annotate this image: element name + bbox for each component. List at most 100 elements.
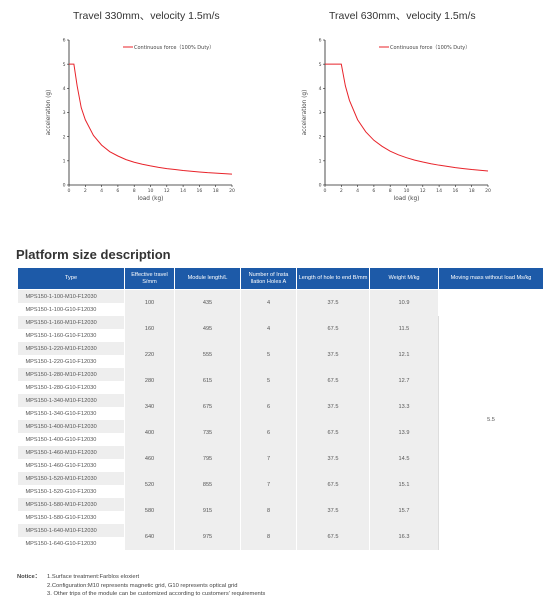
cell-module-length: 675 xyxy=(174,394,241,420)
cell-effective-travel: 100 xyxy=(124,289,175,316)
cell-type: MPS150-1-100-M10-F12030 xyxy=(17,289,125,303)
cell-type: MPS150-1-160-M10-F12030 xyxy=(17,316,125,329)
cell-hole-to-end: 67.5 xyxy=(296,524,370,550)
table-row: MPS150-1-640-M10-F12030 640 975 8 67.5 16.3 xyxy=(17,524,544,550)
header-type: Type xyxy=(17,267,125,290)
x-tick-label: 18 xyxy=(213,188,219,194)
y-tick-label: 3 xyxy=(319,110,322,116)
x-tick-label: 6 xyxy=(372,188,375,194)
cell-effective-travel: 280 xyxy=(124,368,175,394)
cell-type: MPS150-1-340-M10-F12030 xyxy=(17,394,125,407)
cell-module-length: 975 xyxy=(174,524,241,550)
legend-label: Continuous force（100% Duty） xyxy=(134,45,214,51)
notice-line: 1.Surface treatment:Farblos eloxiert xyxy=(47,574,140,580)
cell-effective-travel: 520 xyxy=(124,472,175,498)
header-hole-to-end: Length of hole to end B/mm xyxy=(296,267,370,290)
x-tick-label: 2 xyxy=(84,188,87,194)
cell-type: MPS150-1-280-G10-F12030 xyxy=(17,381,125,394)
cell-type: MPS150-1-640-G10-F12030 xyxy=(17,537,125,550)
cell-type: MPS150-1-100-G10-F12030 xyxy=(17,303,125,316)
x-axis-label: load (kg) xyxy=(138,196,164,202)
notice: Notice： 1.Surface treatment:Farblos elox… xyxy=(17,573,265,599)
table-row: MPS150-1-280-M10-F12030 280 615 5 67.5 12.7 xyxy=(17,368,544,394)
x-tick-label: 20 xyxy=(229,188,235,194)
x-tick-label: 8 xyxy=(133,188,136,194)
cell-type: MPS150-1-520-M10-F12030 xyxy=(17,472,125,485)
y-tick-label: 3 xyxy=(63,110,66,116)
notice-line: 3. Other trips of the module can be cust… xyxy=(47,591,266,597)
cell-effective-travel: 340 xyxy=(124,394,175,420)
table-row: MPS150-1-520-G10-F12030 xyxy=(17,485,544,498)
cell-weight: 14.5 xyxy=(369,446,439,472)
table-row: MPS150-1-280-G10-F12030 xyxy=(17,381,544,394)
cell-hole-to-end: 67.5 xyxy=(296,316,370,342)
cell-weight: 12.7 xyxy=(369,368,439,394)
cell-type: MPS150-1-220-M10-F12030 xyxy=(17,342,125,355)
table-row: MPS150-1-100-G10-F12030 xyxy=(17,303,544,316)
cell-weight: 13.3 xyxy=(369,394,439,420)
cell-installation-holes: 7 xyxy=(240,472,297,498)
table-row: MPS150-1-460-G10-F12030 xyxy=(17,459,544,472)
table-row: MPS150-1-340-G10-F12030 xyxy=(17,407,544,420)
table-header-row: Type Effective travel S/mm Module length… xyxy=(17,267,544,290)
y-tick-label: 1 xyxy=(319,158,322,164)
series-line xyxy=(325,63,489,172)
cell-effective-travel: 580 xyxy=(124,498,175,524)
x-tick-label: 0 xyxy=(68,188,71,194)
cell-module-length: 795 xyxy=(174,446,241,472)
cell-weight: 11.5 xyxy=(369,316,439,342)
table-row: MPS150-1-460-M10-F12030 460 795 7 37.5 14.5 xyxy=(17,446,544,472)
x-tick-label: 16 xyxy=(196,188,202,194)
x-tick-label: 18 xyxy=(469,188,475,194)
cell-installation-holes: 5 xyxy=(240,342,297,368)
x-tick-label: 14 xyxy=(436,188,442,194)
y-tick-label: 6 xyxy=(319,38,322,44)
y-axis-label: acceleration (g) xyxy=(302,90,308,136)
x-tick-label: 14 xyxy=(180,188,186,194)
cell-hole-to-end: 37.5 xyxy=(296,446,370,472)
chart-title: Travel 330mm、velocity 1.5m/s xyxy=(73,10,220,22)
x-tick-label: 12 xyxy=(420,188,426,194)
platform-size-table: Type Effective travel S/mm Module length… xyxy=(17,267,544,550)
chart-title: Travel 630mm、velocity 1.5m/s xyxy=(329,10,476,22)
x-tick-label: 10 xyxy=(148,188,154,194)
cell-installation-holes: 8 xyxy=(240,498,297,524)
cell-installation-holes: 7 xyxy=(240,446,297,472)
x-tick-label: 2 xyxy=(340,188,343,194)
series-line xyxy=(69,63,233,175)
cell-effective-travel: 640 xyxy=(124,524,175,550)
cell-weight: 15.1 xyxy=(369,472,439,498)
cell-effective-travel: 160 xyxy=(124,316,175,342)
y-tick-label: 0 xyxy=(63,183,66,189)
y-tick-label: 6 xyxy=(63,38,66,44)
table-row: MPS150-1-580-M10-F12030 580 915 8 37.5 15.7 xyxy=(17,498,544,524)
cell-module-length: 855 xyxy=(174,472,241,498)
cell-hole-to-end: 67.5 xyxy=(296,368,370,394)
cell-type: MPS150-1-460-M10-F12030 xyxy=(17,446,125,459)
cell-module-length: 555 xyxy=(174,342,241,368)
y-tick-label: 4 xyxy=(319,86,322,92)
x-axis-label: load (kg) xyxy=(394,196,420,202)
cell-weight: 13.9 xyxy=(369,420,439,446)
section-title: Platform size description xyxy=(16,247,171,262)
cell-type: MPS150-1-460-G10-F12030 xyxy=(17,459,125,472)
cell-hole-to-end: 67.5 xyxy=(296,420,370,446)
header-effective-travel: Effective travel S/mm xyxy=(124,267,175,290)
table-row: MPS150-1-220-M10-F12030 220 555 5 37.5 12.1 xyxy=(17,342,544,368)
header-module-length: Module length/L xyxy=(174,267,241,290)
cell-module-length: 615 xyxy=(174,368,241,394)
cell-effective-travel: 220 xyxy=(124,342,175,368)
x-tick-label: 16 xyxy=(452,188,458,194)
table-row: MPS150-1-340-M10-F12030 340 675 6 37.5 13.3 xyxy=(17,394,544,420)
cell-moving-mass: 5.5 xyxy=(438,289,544,550)
x-tick-label: 4 xyxy=(356,188,359,194)
cell-installation-holes: 6 xyxy=(240,394,297,420)
cell-type: MPS150-1-580-G10-F12030 xyxy=(17,511,125,524)
header-moving-mass: Moving mass without load Ms/kg xyxy=(438,267,544,290)
cell-type: MPS150-1-400-G10-F12030 xyxy=(17,433,125,446)
table-row: MPS150-1-160-M10-F12030 160 495 4 67.5 11.5 xyxy=(17,316,544,342)
